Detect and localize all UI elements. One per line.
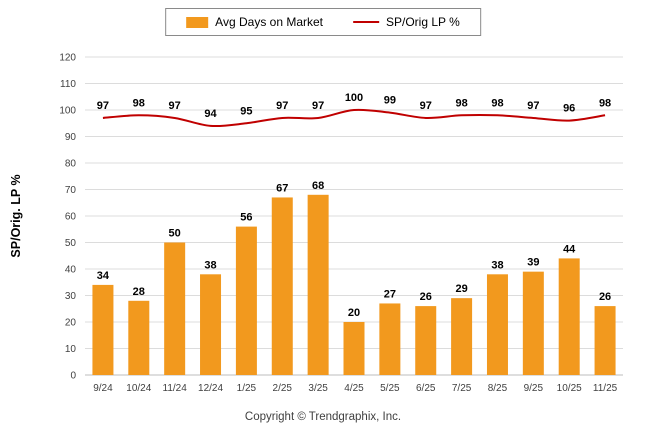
x-tick-label: 10/25 [557, 383, 582, 394]
line-value-label: 98 [599, 97, 611, 109]
x-tick-label: 9/24 [93, 383, 113, 394]
x-tick-label: 3/25 [308, 383, 328, 394]
x-tick-label: 7/25 [452, 383, 472, 394]
bar-value-label: 20 [348, 307, 360, 319]
y-tick-label: 30 [65, 291, 77, 302]
bar [92, 284, 114, 375]
bar [594, 306, 616, 375]
legend-label-bar: Avg Days on Market [215, 15, 324, 29]
y-axis-title: SP/Orig. LP % [9, 174, 23, 257]
line-swatch-icon [353, 21, 380, 23]
line-series [102, 108, 606, 128]
line-value-label: 97 [312, 100, 324, 112]
bar [128, 300, 150, 375]
x-tick-label: 5/25 [380, 383, 400, 394]
legend-item-line: SP/Orig LP % [353, 15, 460, 29]
bar [451, 298, 473, 375]
bar [379, 303, 401, 375]
bar [164, 242, 186, 375]
bar [415, 306, 437, 375]
line-value-label: 98 [455, 97, 467, 109]
x-tick-label: 1/25 [237, 383, 257, 394]
line-value-label: 98 [133, 97, 145, 109]
bar-value-label: 26 [599, 291, 611, 303]
y-tick-label: 0 [70, 371, 76, 382]
bar [486, 274, 508, 375]
legend-item-bar: Avg Days on Market [186, 15, 323, 29]
bar-value-label: 68 [312, 180, 324, 192]
legend: Avg Days on Market SP/Orig LP % [165, 8, 481, 36]
bar-value-label: 29 [455, 283, 467, 295]
y-tick-label: 80 [65, 159, 77, 170]
bar [343, 322, 365, 375]
y-tick-label: 120 [59, 53, 76, 64]
line-value-label: 97 [169, 100, 181, 112]
bar [307, 194, 329, 375]
y-tick-label: 100 [59, 106, 76, 117]
bar-value-label: 27 [384, 288, 396, 300]
bar-value-label: 56 [240, 212, 252, 224]
line-value-label: 97 [97, 100, 109, 112]
bar [235, 226, 257, 375]
bar-value-label: 67 [276, 182, 288, 194]
y-tick-label: 70 [65, 185, 77, 196]
bar-value-label: 50 [169, 228, 181, 240]
bar-value-label: 34 [97, 270, 110, 282]
x-tick-label: 4/25 [344, 383, 364, 394]
bar [271, 197, 293, 375]
line-value-label: 98 [491, 97, 503, 109]
copyright-text: Copyright © Trendgraphix, Inc. [244, 411, 402, 423]
y-tick-label: 50 [65, 238, 77, 249]
bar-value-label: 28 [133, 286, 145, 298]
y-tick-label: 60 [65, 212, 77, 223]
x-tick-label: 10/24 [126, 383, 151, 394]
y-tick-label: 40 [65, 265, 77, 276]
x-tick-label: 8/25 [488, 383, 508, 394]
chart-canvas: 0 10 20 30 40 50 60 70 80 90 100 110 120 34 28 50 38 56 67… [9, 53, 623, 394]
x-tick-label: 2/25 [273, 383, 293, 394]
line-value-label: 95 [240, 105, 252, 117]
y-tick-label: 110 [60, 79, 76, 90]
y-tick-label: 10 [65, 344, 77, 355]
bar-value-label: 38 [491, 259, 503, 271]
bar-value-label: 26 [420, 291, 432, 303]
line-value-label: 94 [204, 108, 217, 120]
line-value-label: 97 [527, 100, 539, 112]
y-tick-label: 90 [65, 132, 77, 143]
bar [200, 274, 222, 375]
legend-label-line: SP/Orig LP % [386, 15, 460, 29]
bar-swatch-icon [186, 16, 209, 28]
bar [522, 271, 544, 375]
x-tick-label: 9/25 [524, 383, 544, 394]
x-tick-label: 11/24 [163, 383, 188, 394]
line-value-label: 99 [384, 95, 396, 107]
x-tick-label: 12/24 [198, 383, 223, 394]
bar [558, 258, 580, 375]
x-tick-label: 11/25 [593, 383, 618, 394]
line-value-label: 100 [345, 92, 363, 104]
line-value-label: 97 [276, 100, 288, 112]
bar-value-label: 39 [527, 257, 539, 269]
x-tick-label: 6/25 [416, 383, 436, 394]
y-tick-label: 20 [65, 318, 77, 329]
bar-value-label: 38 [204, 259, 216, 271]
line-value-label: 97 [420, 100, 432, 112]
bar-value-label: 44 [563, 243, 576, 255]
line-value-label: 96 [563, 103, 575, 115]
